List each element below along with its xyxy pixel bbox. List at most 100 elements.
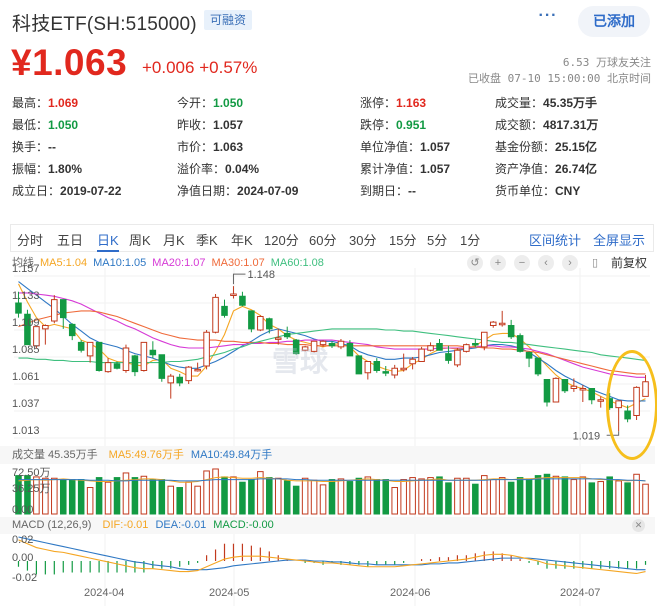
stat-label: 昨收：: [177, 118, 214, 132]
zoom-in-icon[interactable]: +: [490, 255, 506, 271]
undo-icon[interactable]: ↺: [467, 255, 483, 271]
range-stats-link[interactable]: 区间统计: [529, 233, 582, 248]
stat-value: 1.80%: [48, 162, 83, 176]
stat-label: 跌停：: [360, 118, 397, 132]
stat-item: 昨收：1.057: [177, 116, 243, 133]
price-change: +0.006 +0.57%: [142, 58, 257, 78]
tab-9[interactable]: 30分: [349, 233, 377, 248]
svg-text:1.148: 1.148: [247, 269, 275, 281]
tab-3[interactable]: 周K: [129, 233, 151, 248]
stat-item: 单位净值：1.057: [360, 138, 450, 155]
macd-axis-label: -0.02: [12, 572, 38, 584]
change-percent: +0.57%: [199, 58, 258, 77]
timezone-label: 北京时间: [607, 72, 651, 85]
volume-axis-label: 36.25万: [12, 483, 51, 495]
tab-7[interactable]: 120分: [264, 233, 299, 248]
stat-label: 成立日：: [12, 184, 61, 198]
tab-1[interactable]: 五日: [57, 233, 84, 248]
stat-label: 今开：: [177, 96, 214, 110]
tab-4[interactable]: 月K: [163, 233, 185, 248]
stat-value: 4817.31万: [543, 118, 599, 132]
stat-value: --: [48, 140, 57, 154]
stat-label: 最低：: [12, 118, 49, 132]
fullscreen-link[interactable]: 全屏显示: [593, 233, 646, 248]
stat-value: 2019-07-22: [60, 184, 122, 198]
ma-legend-item: MA60:1.08: [270, 257, 324, 269]
price-axis-label: 1.085: [12, 344, 40, 356]
stat-label: 净值日期：: [177, 184, 238, 198]
followers-label: 万球友关注: [596, 56, 651, 69]
stat-label: 货币单位：: [495, 184, 556, 198]
period-tabs: 分时 五日 日K 周K 月K 季K 年K 120分 60分 30分 15分 5分 1分 区间统计 全屏显示: [10, 224, 654, 252]
macd-axis-label: 0.02: [12, 534, 34, 546]
stat-label: 累计净值：: [360, 162, 421, 176]
status-time: 07-10 15:00:00: [507, 72, 601, 85]
tab-12[interactable]: 1分: [460, 233, 481, 248]
tab-11[interactable]: 5分: [427, 233, 448, 248]
macd-dea: DEA:-0.01: [155, 519, 207, 531]
security-title: 科技ETF(SH:515000): [12, 14, 197, 35]
stat-label: 溢价率：: [177, 162, 226, 176]
date-axis-label: 2024-06: [390, 587, 431, 599]
tab-10[interactable]: 15分: [389, 233, 417, 248]
stat-value: 26.74亿: [555, 162, 598, 176]
change-amount: +0.006: [142, 58, 195, 77]
stat-item: 今开：1.050: [177, 94, 243, 111]
stat-item: 溢价率：0.04%: [177, 160, 259, 177]
close-macd-icon[interactable]: ✕: [632, 519, 645, 532]
added-watchlist-button[interactable]: 已添加: [578, 6, 650, 37]
volume-title: 成交量 45.35万手: [12, 449, 98, 461]
ma-legend: 均线 MA5:1.04 MA10:1.05 MA20:1.07 MA30:1.07 MA6…: [12, 254, 330, 270]
stat-label: 成交额：: [495, 118, 544, 132]
stat-label: 换手：: [12, 140, 49, 154]
status-label: 已收盘: [468, 72, 502, 85]
kline-chart[interactable]: 1.148 1.019: [0, 268, 657, 606]
price-axis-label: 1.133: [12, 290, 40, 302]
stat-value: 1.050: [213, 96, 244, 110]
volume-axis-label: 72.50万: [12, 467, 51, 479]
adjust-mode-selector[interactable]: 前复权: [610, 256, 647, 270]
macd-dif: DIF:-0.01: [102, 519, 149, 531]
stat-value: 0.04%: [225, 162, 260, 176]
tab-2[interactable]: 日K: [97, 230, 119, 252]
stat-item: 成立日：2019-07-22: [12, 182, 121, 199]
stat-value: 1.063: [213, 140, 244, 154]
tab-5[interactable]: 季K: [196, 233, 218, 248]
stat-item: 市价：1.063: [177, 138, 243, 155]
stat-value: 2024-07-09: [237, 184, 299, 198]
stat-item: 成交额：4817.31万: [495, 116, 598, 133]
ma-legend-item: MA10:1.05: [93, 257, 147, 269]
quote-header: 科技ETF(SH:515000) 可融资 ··· 已添加 ¥1.063 +0.0…: [0, 0, 657, 90]
stat-label: 资产净值：: [495, 162, 556, 176]
ma-legend-item: MA5:1.04: [40, 257, 88, 269]
stat-item: 累计净值：1.057: [360, 160, 450, 177]
stat-value: CNY: [555, 184, 581, 198]
date-axis-label: 2024-05: [209, 587, 250, 599]
next-icon[interactable]: ›: [562, 255, 578, 271]
tab-0[interactable]: 分时: [17, 233, 44, 248]
zoom-out-icon[interactable]: −: [514, 255, 530, 271]
stat-label: 成交量：: [495, 96, 544, 110]
date-axis-label: 2024-07: [560, 587, 601, 599]
prev-icon[interactable]: ‹: [538, 255, 554, 271]
volume-axis-label: 0.00: [12, 504, 34, 516]
tab-8[interactable]: 60分: [309, 233, 337, 248]
stat-value: --: [408, 184, 417, 198]
tab-6[interactable]: 年K: [231, 233, 253, 248]
stat-value: 1.057: [420, 140, 451, 154]
price-axis-label: 1.013: [12, 425, 40, 437]
macd-axis-label: 0.00: [12, 552, 34, 564]
xueqiu-watermark: 雪球: [272, 346, 329, 377]
stat-item: 最低：1.050: [12, 116, 78, 133]
volume-ma10: MA10:49.84万手: [190, 449, 273, 461]
stat-item: 跌停：0.951: [360, 116, 426, 133]
stat-label: 振幅：: [12, 162, 49, 176]
macd-title: MACD (12,26,9): [12, 519, 92, 531]
more-options-button[interactable]: ···: [538, 7, 558, 24]
price-axis-label: 1.109: [12, 317, 40, 329]
highlight-circle: [606, 350, 657, 460]
candle-type-icon[interactable]: ▯: [591, 257, 599, 269]
stat-value: 1.057: [213, 118, 244, 132]
stat-item: 净值日期：2024-07-09: [177, 182, 298, 199]
margin-badge: 可融资: [204, 10, 253, 30]
